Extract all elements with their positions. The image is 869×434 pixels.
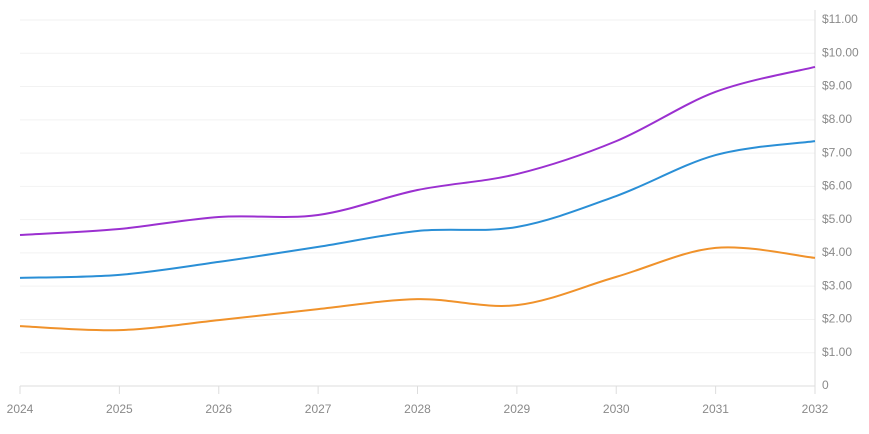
y-tick-label: $2.00 bbox=[822, 312, 852, 326]
series-line bbox=[19, 65, 816, 236]
y-tick-label: $10.00 bbox=[822, 45, 859, 59]
y-tick-label: $5.00 bbox=[822, 212, 852, 226]
series-line bbox=[19, 246, 816, 332]
x-tick-label: 2032 bbox=[802, 402, 829, 416]
x-tick-label: 2026 bbox=[205, 402, 232, 416]
y-tick-label: $11.00 bbox=[822, 12, 858, 26]
y-tick-label: $3.00 bbox=[822, 278, 852, 292]
x-tick-label: 2027 bbox=[305, 402, 332, 416]
y-tick-label: $9.00 bbox=[822, 79, 852, 93]
y-tick-label: $7.00 bbox=[822, 145, 852, 159]
x-tick-label: 2025 bbox=[106, 402, 133, 416]
x-tick-label: 2028 bbox=[404, 402, 431, 416]
y-tick-label: $4.00 bbox=[822, 245, 852, 259]
x-tick-label: 2024 bbox=[7, 402, 34, 416]
x-tick-label: 2029 bbox=[504, 402, 531, 416]
y-tick-label: $8.00 bbox=[822, 112, 852, 126]
series-line bbox=[19, 140, 816, 279]
y-tick-label: 0 bbox=[822, 378, 829, 392]
y-tick-label: $6.00 bbox=[822, 179, 852, 193]
x-tick-label: 2030 bbox=[603, 402, 630, 416]
x-tick-label: 2031 bbox=[702, 402, 729, 416]
y-tick-label: $1.00 bbox=[822, 345, 852, 359]
